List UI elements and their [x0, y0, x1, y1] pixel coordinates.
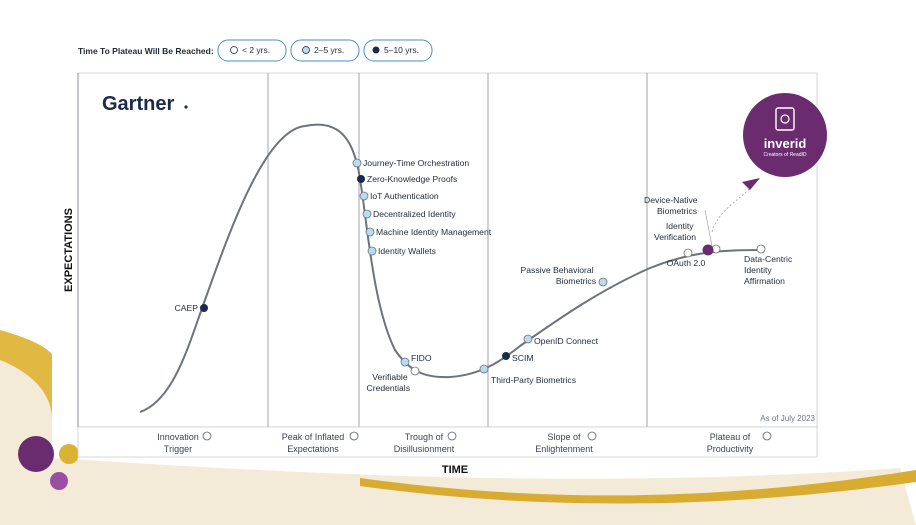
legend-marker-lt2 [230, 46, 238, 54]
phase-label-line1: Peak of Inflated [282, 432, 345, 442]
point-identity-verification [702, 244, 714, 256]
chart-frame [77, 72, 818, 428]
gartner-logo: Gartner [102, 93, 174, 115]
phase-label-line1: Slope of [547, 432, 581, 442]
legend-label-lt2: < 2 yrs. [242, 45, 270, 55]
phase-label-line2: Enlightenment [535, 444, 593, 454]
point-openid-connect [523, 334, 533, 344]
point-caep [200, 304, 208, 312]
decor-circle-purple-small [50, 472, 68, 490]
legend-item-lt2: < 2 yrs. [217, 39, 287, 62]
phase-label-line2: Disillusionment [394, 444, 455, 454]
point-label-iot-authentication: IoT Authentication [370, 191, 439, 201]
point-label-journey-time-orchestration: Journey-Time Orchestration [363, 158, 469, 168]
point-iot-authentication [359, 191, 369, 201]
phase-label-line1: Innovation [157, 432, 199, 442]
data-points [200, 158, 766, 376]
info-icon[interactable] [349, 431, 359, 441]
legend-item-2to5: 2–5 yrs. [290, 39, 360, 62]
point-label-decentralized-identity: Decentralized Identity [373, 209, 456, 219]
info-icon[interactable] [202, 431, 212, 441]
phase-label-line2: Trigger [164, 444, 192, 454]
point-label-caep: CAEP [175, 303, 199, 313]
point-zero-knowledge-proofs [357, 175, 365, 183]
hype-curve [139, 123, 761, 413]
info-icon[interactable] [587, 431, 597, 441]
arrow-head-icon [742, 178, 760, 190]
legend-marker-5to10 [372, 46, 380, 54]
point-journey-time-orchestration [352, 158, 362, 168]
point-machine-identity-management [365, 227, 375, 237]
point-label-identity-wallets: Identity Wallets [378, 246, 436, 256]
point-label-verifiable-credentials: Verifiable Credentials [367, 372, 410, 393]
inverid-logo-text: inverid [764, 136, 807, 151]
point-label-passive-behavioral-biometrics: Passive Behavioral Biometrics [521, 265, 596, 286]
gartner-logo-dot [184, 105, 188, 109]
arrow-connector [711, 185, 753, 233]
as-of-note: As of July 2023 [760, 414, 815, 423]
point-label-openid-connect: OpenID Connect [534, 336, 599, 346]
inverid-logo: inverid Creators of ReadID [743, 93, 827, 177]
leader-line [704, 209, 713, 247]
point-identity-wallets [367, 246, 377, 256]
point-label-device-native-biometrics: Device-Native Biometrics [644, 195, 700, 216]
info-icon[interactable] [762, 431, 772, 441]
info-icon[interactable] [447, 431, 457, 441]
phase-label-line1: Trough of [405, 432, 444, 442]
phase-trough: Trough of Disillusionment [394, 431, 457, 454]
decor-wave-bottom-gold [360, 470, 916, 504]
point-label-third-party-biometrics: Third-Party Biometrics [491, 375, 576, 385]
inverid-tagline: Creators of ReadID [763, 152, 806, 158]
point-data-centric-identity-affirmation [756, 244, 766, 254]
point-fido [400, 357, 410, 367]
phase-label-line2: Productivity [707, 444, 754, 454]
legend-item-5to10: 5–10 yrs. [363, 39, 433, 62]
passport-icon [775, 107, 795, 131]
legend-marker-2to5 [302, 46, 310, 54]
phase-label-line2: Expectations [287, 444, 339, 454]
point-passive-behavioral-biometrics [598, 277, 608, 287]
phase-plateau: Plateau of Productivity [707, 431, 772, 454]
point-label-machine-identity-management: Machine Identity Management [376, 227, 492, 237]
point-label-fido: FIDO [411, 353, 432, 363]
phase-peak: Peak of Inflated Expectations [282, 431, 359, 454]
legend-title: Time To Plateau Will Be Reached: [78, 46, 214, 56]
x-axis-title: TIME [442, 464, 468, 476]
point-third-party-biometrics [479, 364, 489, 374]
point-label-scim: SCIM [512, 353, 533, 363]
point-verifiable-credentials [410, 366, 420, 376]
point-label-data-centric-identity-affirmation: Data-Centric Identity Affirmation [744, 254, 795, 286]
decor-circle-purple-large [18, 436, 54, 472]
phase-slope: Slope of Enlightenment [535, 431, 597, 454]
legend-label-2to5: 2–5 yrs. [314, 45, 344, 55]
legend-label-5to10: 5–10 yrs. [384, 45, 419, 55]
phase-label-line1: Plateau of [710, 432, 751, 442]
phase-innovation-trigger: Innovation Trigger [157, 431, 212, 454]
point-oauth-2 [683, 248, 693, 258]
point-scim [502, 352, 510, 360]
phase-band [77, 426, 818, 458]
point-label-identity-verification: Identity Verification [654, 221, 696, 242]
point-decentralized-identity [362, 209, 372, 219]
y-axis-title: EXPECTATIONS [63, 208, 75, 292]
decor-circle-gold [59, 444, 79, 464]
point-label-oauth-2: OAuth 2.0 [667, 258, 706, 268]
point-label-zero-knowledge-proofs: Zero-Knowledge Proofs [367, 174, 457, 184]
